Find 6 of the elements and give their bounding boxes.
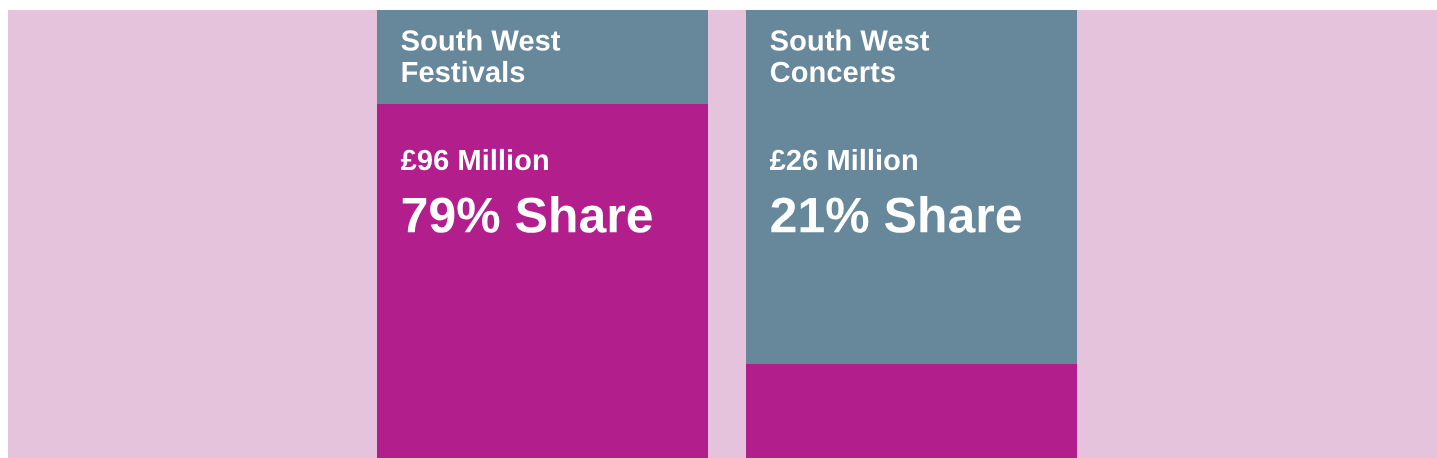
x-tick-label: South West Concerts — [770, 29, 930, 83]
x-tick-label: South West Festivals — [401, 29, 561, 83]
annotation: £96 Million — [400, 148, 548, 171]
data-label: 79% Share — [402, 196, 652, 233]
data-label: 21% Share — [771, 196, 1021, 233]
annotation: £26 Million — [769, 148, 917, 171]
